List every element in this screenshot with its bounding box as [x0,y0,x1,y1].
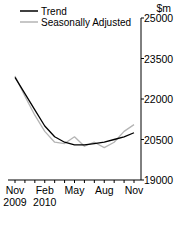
x-tick-label-part: Nov [6,184,25,196]
plot [15,76,134,148]
x-tick [24,180,25,183]
x-tick [74,180,75,183]
y-axis-label: $m [156,2,171,14]
y-tick-label: 19000 [144,174,173,186]
legend-swatch [20,21,38,23]
x-tick [134,180,135,183]
x-tick [84,180,85,183]
x-tick [15,180,16,183]
chart: 1900020500220002350025000$mNov2009Feb201… [0,0,181,231]
x-tick [54,180,55,183]
x-tick [124,180,125,183]
x-tick-label: Nov [125,184,144,196]
x-tick-label-part: 2010 [33,196,57,208]
legend-label: Seasonally Adjusted [41,17,131,28]
x-tick-label-part: Feb [36,184,54,196]
x-tick [94,180,95,183]
x-tick-label: Nov2009 [3,184,27,208]
x-tick-label-part: 2009 [3,196,27,208]
x-tick-label-part: Aug [95,184,114,196]
x-tick [104,180,105,183]
x-tick-label: Feb2010 [33,184,57,208]
y-tick-label: 22000 [144,93,173,105]
y-tick-label: 23500 [144,53,173,65]
x-tick-label: May [65,184,86,196]
series-line [15,76,134,148]
legend-swatch [20,10,38,12]
x-tick [44,180,45,183]
legend-label: Trend [41,6,67,17]
y-tick-label: 20500 [144,134,173,146]
x-tick-label-part: May [65,184,86,196]
x-tick-label: Aug [95,184,114,196]
x-tick-label-part: Nov [125,184,144,196]
x-tick [64,180,65,183]
x-tick [34,180,35,183]
series-line [15,77,134,144]
x-tick [114,180,115,183]
